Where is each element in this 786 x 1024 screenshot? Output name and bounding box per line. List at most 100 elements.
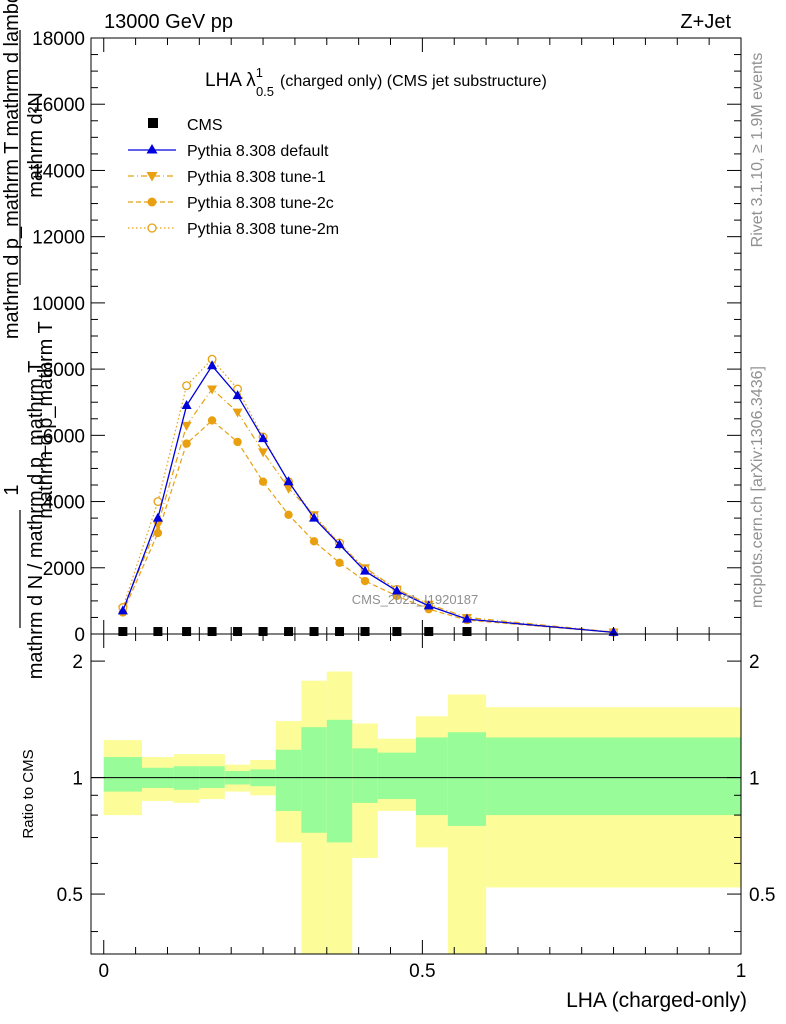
ratio-inner-band-bin xyxy=(326,719,353,843)
main-y-tick-label: 14000 xyxy=(32,161,85,182)
energy-label: 13000 GeV pp xyxy=(104,11,233,33)
plot-title-superscript: 1 xyxy=(256,65,263,80)
main-y-tick-label: 18000 xyxy=(32,29,85,50)
ratio-bands-layer xyxy=(103,671,741,954)
legend-label-tune2m: Pythia 8.308 tune-2m xyxy=(187,221,339,238)
point-pythia-8-308-default xyxy=(461,613,472,623)
main-x-ticks xyxy=(103,38,742,634)
point-pythia-8-308-tune-2c xyxy=(153,528,163,538)
point-pythia-8-308-tune-2m xyxy=(153,497,163,507)
main-y-axis: 0 2000 4000 6000 8000 10000 12000 14000 16000 180… xyxy=(32,29,741,646)
point-pythia-8-308-tune-2c xyxy=(182,439,191,448)
point-pythia-8-308-tune-2m xyxy=(182,381,192,391)
main-plot-panel: 0 2000 4000 6000 8000 10000 12000 14000 16000 180… xyxy=(1,0,742,679)
ratio-x-tick-label: 0.5 xyxy=(409,961,435,982)
point-cms xyxy=(207,627,217,637)
ratio-y-tick-label-right: 2 xyxy=(749,652,760,673)
point-cms xyxy=(309,627,319,637)
point-pythia-8-308-default xyxy=(283,476,294,486)
main-y-tick-label: 2000 xyxy=(43,559,85,580)
plot-title-prefix: LHA λ xyxy=(205,70,256,91)
process-label: Z+Jet xyxy=(680,11,731,33)
main-y-tick-label: 12000 xyxy=(32,228,85,249)
point-pythia-8-308-tune-2c xyxy=(258,477,268,486)
rivet-version-label: Rivet 3.1.10, ≥ 1.9M events xyxy=(749,53,766,248)
point-pythia-8-308-tune-1 xyxy=(181,421,192,431)
point-pythia-8-308-default xyxy=(117,605,128,615)
ratio-y-tick-label: 1 xyxy=(72,769,83,790)
ratio-x-tick-label: 0 xyxy=(98,961,109,982)
main-y-tick-label: 4000 xyxy=(43,493,85,514)
point-pythia-8-308-default xyxy=(258,433,269,443)
point-cms xyxy=(284,627,294,637)
main-y-tick-label: 16000 xyxy=(32,95,85,116)
point-cms xyxy=(392,627,402,637)
ylabel-one: 1 xyxy=(1,484,23,495)
point-pythia-8-308-default xyxy=(207,360,218,370)
ratio-inner-band-bin xyxy=(416,737,448,816)
ratio-y-axis-label: Ratio to CMS xyxy=(20,749,37,838)
ratio-plot-frame xyxy=(90,633,742,955)
legend-marker-tune2m xyxy=(147,223,157,233)
mcplots-label: mcplots.cern.ch [arXiv:1306.3436] xyxy=(749,366,766,608)
analysis-watermark: CMS_2021_I1920187 xyxy=(352,592,479,607)
point-pythia-8-308-tune-2c xyxy=(284,510,293,519)
plot-title-subscript: 0.5 xyxy=(256,84,274,99)
ratio-inner-band-bin xyxy=(301,727,327,833)
ratio-y-tick-label-right: 1 xyxy=(749,769,760,790)
ratio-inner-band-bin xyxy=(447,732,487,826)
legend-marker-tune2c xyxy=(147,197,157,207)
point-cms xyxy=(153,627,163,637)
main-y-tick-label: 10000 xyxy=(32,294,85,315)
main-y-axis-label: mathrm d²N mathrm d p_mathrm T mathrm d … xyxy=(1,0,57,679)
point-pythia-8-308-default xyxy=(391,585,402,595)
point-pythia-8-308-default xyxy=(152,512,163,522)
legend-marker-default xyxy=(146,144,158,154)
ratio-inner-band-bin xyxy=(352,748,378,803)
point-cms xyxy=(424,627,434,637)
main-y-tick-label: 8000 xyxy=(43,360,85,381)
ratio-x-tick-label: 1 xyxy=(736,961,747,982)
legend-label-default: Pythia 8.308 default xyxy=(187,143,329,160)
plot-title-suffix: (charged only) (CMS jet substructure) xyxy=(280,73,547,90)
ylabel-denominator-mid: mathrm d p_mathrm T xyxy=(35,321,57,518)
series-line-pythia-8-308-tune-2c xyxy=(122,419,614,633)
ylabel-denominator-top: mathrm d p_mathrm T mathrm d lambda xyxy=(1,0,23,339)
point-pythia-8-308-default xyxy=(423,600,434,610)
ratio-y-tick-label-right: 0.5 xyxy=(749,885,775,906)
ratio-inner-band-bin xyxy=(377,752,416,800)
legend-marker-tune1 xyxy=(146,172,158,182)
point-cms xyxy=(360,627,370,637)
main-y-tick-label: 0 xyxy=(74,625,85,646)
ratio-y-axis: 0.5 0.5 1 1 2 2 xyxy=(57,652,775,933)
point-cms xyxy=(118,627,128,637)
legend-label-cms: CMS xyxy=(187,117,223,134)
ylabel-denominator-bottom: mathrm d N / mathrm d p_mathrm T xyxy=(25,361,47,680)
legend-label-tune1: Pythia 8.308 tune-1 xyxy=(187,169,326,186)
ratio-x-axis: 0 0.5 1 xyxy=(98,634,746,982)
point-pythia-8-308-tune-1 xyxy=(258,448,269,458)
plot-title: LHA λ1 0.5 (charged only) (CMS jet substru… xyxy=(205,65,547,99)
legend-marker-cms xyxy=(148,118,158,128)
point-cms xyxy=(335,627,345,637)
point-pythia-8-308-default xyxy=(334,539,345,549)
point-pythia-8-308-tune-2c xyxy=(207,416,217,425)
point-cms xyxy=(182,627,192,637)
ratio-inner-band-bin xyxy=(275,749,302,811)
point-pythia-8-308-tune-2c xyxy=(309,537,319,546)
point-pythia-8-308-tune-1 xyxy=(207,385,218,395)
ratio-y-tick-label: 0.5 xyxy=(57,885,83,906)
legend: CMS Pythia 8.308 default Pythia 8.308 tu… xyxy=(128,117,339,238)
point-pythia-8-308-tune-1 xyxy=(232,408,243,418)
point-pythia-8-308-tune-2c xyxy=(335,558,344,568)
ratio-inner-band-bin xyxy=(486,737,741,816)
legend-label-tune2c: Pythia 8.308 tune-2c xyxy=(187,195,334,212)
point-pythia-8-308-default xyxy=(181,400,192,410)
point-pythia-8-308-default xyxy=(309,512,320,522)
ratio-plot-panel: 0.5 0.51 12 2 0 0.5 1 Ratio to CMS LHA (charg… xyxy=(20,633,775,1012)
point-cms xyxy=(462,627,472,637)
point-pythia-8-308-tune-1 xyxy=(283,484,294,494)
main-y-tick-label: 6000 xyxy=(43,426,85,447)
x-axis-label: LHA (charged-only) xyxy=(566,989,747,1012)
